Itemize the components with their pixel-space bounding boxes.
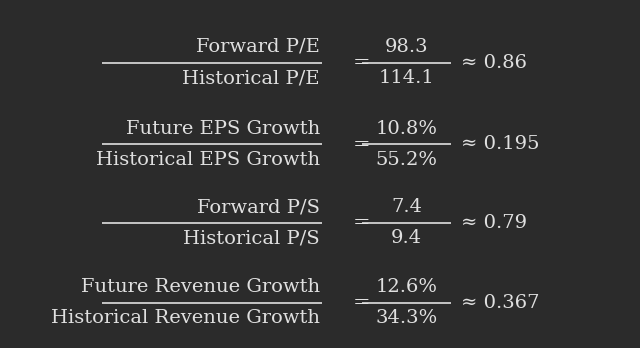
Text: 9.4: 9.4 xyxy=(391,229,422,247)
Text: =: = xyxy=(353,213,371,232)
Text: =: = xyxy=(353,135,371,154)
Text: ≈ 0.367: ≈ 0.367 xyxy=(461,294,540,312)
Text: 114.1: 114.1 xyxy=(378,69,435,87)
Text: 98.3: 98.3 xyxy=(385,38,428,56)
Text: Forward P/S: Forward P/S xyxy=(197,198,320,216)
Text: Forward P/E: Forward P/E xyxy=(196,38,320,56)
Text: Future Revenue Growth: Future Revenue Growth xyxy=(81,278,320,296)
Text: 34.3%: 34.3% xyxy=(375,309,438,327)
Text: Historical P/E: Historical P/E xyxy=(182,69,320,87)
Text: ≈ 0.79: ≈ 0.79 xyxy=(461,214,527,232)
Text: ≈ 0.195: ≈ 0.195 xyxy=(461,135,540,153)
Text: Historical Revenue Growth: Historical Revenue Growth xyxy=(51,309,320,327)
Text: =: = xyxy=(353,293,371,312)
Text: ≈ 0.86: ≈ 0.86 xyxy=(461,54,527,72)
Text: 7.4: 7.4 xyxy=(391,198,422,216)
Text: =: = xyxy=(353,53,371,72)
Text: 10.8%: 10.8% xyxy=(376,120,437,138)
Text: Historical P/S: Historical P/S xyxy=(184,229,320,247)
Text: Historical EPS Growth: Historical EPS Growth xyxy=(96,151,320,169)
Text: 12.6%: 12.6% xyxy=(376,278,437,296)
Text: 55.2%: 55.2% xyxy=(376,151,437,169)
Text: Future EPS Growth: Future EPS Growth xyxy=(125,120,320,138)
